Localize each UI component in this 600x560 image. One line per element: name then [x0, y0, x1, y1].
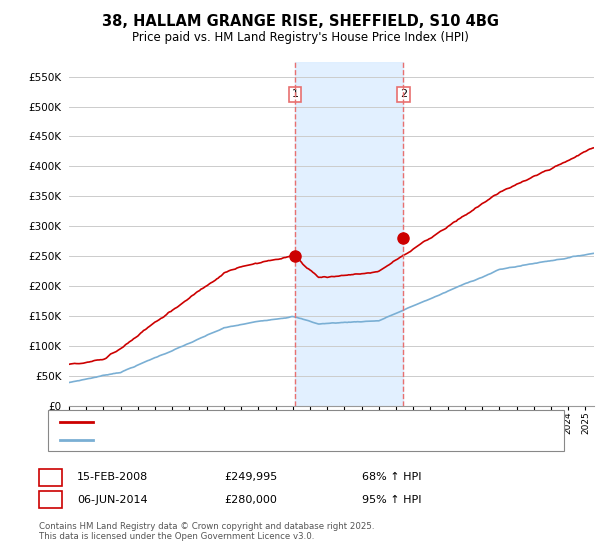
- Text: 1: 1: [292, 89, 298, 99]
- Text: 15-FEB-2008: 15-FEB-2008: [77, 472, 148, 482]
- Text: 38, HALLAM GRANGE RISE, SHEFFIELD, S10 4BG: 38, HALLAM GRANGE RISE, SHEFFIELD, S10 4…: [101, 14, 499, 29]
- Text: 1: 1: [47, 470, 54, 484]
- Bar: [295, 62, 403, 406]
- Text: 38, HALLAM GRANGE RISE, SHEFFIELD, S10 4BG (semi-detached house): 38, HALLAM GRANGE RISE, SHEFFIELD, S10 4…: [99, 417, 473, 427]
- Text: 2: 2: [47, 493, 54, 506]
- Text: 68% ↑ HPI: 68% ↑ HPI: [362, 472, 421, 482]
- Text: HPI: Average price, semi-detached house, Sheffield: HPI: Average price, semi-detached house,…: [99, 435, 367, 445]
- Text: 2: 2: [400, 89, 407, 99]
- Text: 95% ↑ HPI: 95% ↑ HPI: [362, 494, 421, 505]
- Text: £249,995: £249,995: [224, 472, 277, 482]
- Text: Price paid vs. HM Land Registry's House Price Index (HPI): Price paid vs. HM Land Registry's House …: [131, 31, 469, 44]
- Text: £280,000: £280,000: [224, 494, 277, 505]
- Text: 06-JUN-2014: 06-JUN-2014: [77, 494, 148, 505]
- Text: Contains HM Land Registry data © Crown copyright and database right 2025.
This d: Contains HM Land Registry data © Crown c…: [39, 522, 374, 542]
